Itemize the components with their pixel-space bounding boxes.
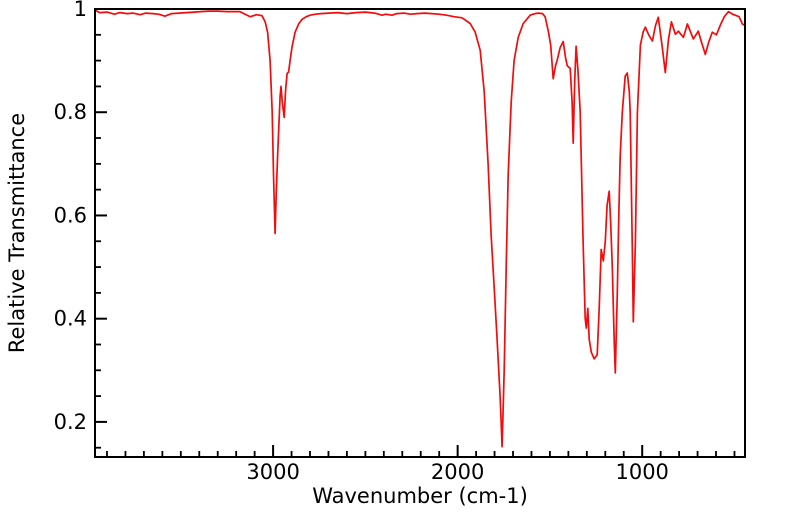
y-tick-label: 0.4 (54, 307, 87, 331)
x-tick-label: 1000 (615, 460, 668, 484)
y-tick-label: 0.2 (54, 410, 87, 434)
y-tick-label: 0.8 (54, 100, 87, 124)
x-axis-label: Wavenumber (cm-1) (312, 484, 528, 508)
y-tick-label: 0.6 (54, 203, 87, 227)
x-tick-label: 2000 (431, 460, 484, 484)
y-axis-label: Relative Transmittance (5, 112, 29, 354)
x-tick-label: 3000 (246, 460, 299, 484)
plot-border (94, 8, 746, 458)
spectrum-line (94, 9, 746, 448)
y-tick-label: 1 (74, 0, 87, 21)
